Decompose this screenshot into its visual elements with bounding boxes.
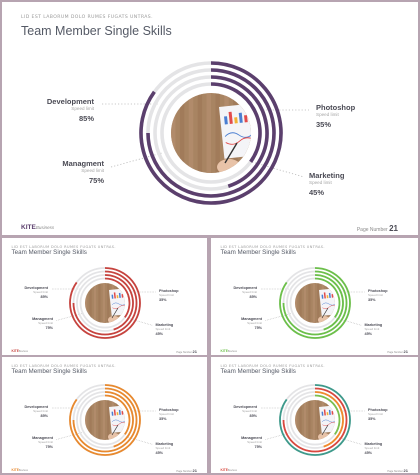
ring-arc-managment xyxy=(282,270,348,336)
connector-managment xyxy=(56,432,83,440)
skill-label-marketing: Marketing Speed limit 45% xyxy=(155,441,174,456)
skill-rings xyxy=(261,384,365,456)
kite-logo: KITEBusiness xyxy=(11,349,29,353)
ring-arc-development xyxy=(279,384,351,456)
connector-managment xyxy=(265,313,292,321)
skill-label-photoshop: Photoshop Speed limit 35% xyxy=(159,288,179,303)
desk-photo xyxy=(85,283,125,323)
skill-label-development: Development Speed limit 85% xyxy=(233,404,257,419)
slide-title: Team Member Single Skills xyxy=(11,368,87,375)
ring-arc-managment xyxy=(72,387,138,453)
kite-logo: KITEBusiness xyxy=(220,349,238,353)
ring-arc-marketing xyxy=(104,274,134,331)
skill-label-managment: Managment Speed limit 75% xyxy=(62,159,104,185)
ring-arc-photoshop xyxy=(210,82,262,163)
ring-arc-development xyxy=(69,384,141,456)
page-number: Page Number 21 xyxy=(356,224,398,233)
skill-label-development: Development Speed limit 85% xyxy=(233,285,257,300)
ring-arc-managment xyxy=(146,68,276,198)
connector-marketing xyxy=(126,436,154,445)
skill-rings xyxy=(102,61,309,205)
ring-arc-marketing xyxy=(314,274,344,331)
connector-managment xyxy=(56,313,83,321)
skill-rings xyxy=(52,267,156,339)
slide-title: Team Member Single Skills xyxy=(220,368,296,375)
skill-label-photoshop: Photoshop Speed limit 35% xyxy=(316,103,356,129)
skill-label-marketing: Marketing Speed limit 45% xyxy=(364,322,383,337)
ring-arc-photoshop xyxy=(104,277,131,318)
ring-arc-managment xyxy=(282,387,348,453)
connector-marketing xyxy=(126,317,154,326)
slide-subtitle: LID EST LABORUM DOLO RUMES FUGATS UNTRAS… xyxy=(11,363,116,368)
slide-green[interactable]: LID EST LABORUM DOLO RUMES FUGATS UNTRAS… xyxy=(211,238,418,355)
skill-label-managment: Managment Speed limit 75% xyxy=(32,435,53,450)
skill-label-photoshop: Photoshop Speed limit 35% xyxy=(368,407,388,422)
desk-photo xyxy=(171,93,251,173)
ring-arc-marketing xyxy=(314,391,344,448)
slide-red[interactable]: LID EST LABORUM DOLO RUMES FUGATS UNTRAS… xyxy=(2,238,207,355)
skill-label-marketing: Marketing Speed limit 45% xyxy=(155,322,174,337)
slide-title: Team Member Single Skills xyxy=(21,24,172,38)
page-number: Page Number 21 xyxy=(176,468,197,473)
slide-multicolor[interactable]: LID EST LABORUM DOLO RUMES FUGATS UNTRAS… xyxy=(211,357,418,473)
slide-title: Team Member Single Skills xyxy=(220,249,296,256)
slide-subtitle: LID EST LABORUM DOLO RUMES FUGATS UNTRAS… xyxy=(220,363,325,368)
skill-label-managment: Managment Speed limit 75% xyxy=(32,316,53,331)
ring-arc-marketing xyxy=(210,75,269,188)
skill-label-marketing: Marketing Speed limit 45% xyxy=(364,441,383,456)
desk-photo xyxy=(85,400,125,440)
kite-logo: KITEBusiness xyxy=(11,468,29,472)
skill-rings xyxy=(261,267,365,339)
connector-marketing xyxy=(335,317,363,326)
skill-label-marketing: Marketing Speed limit 45% xyxy=(309,171,345,197)
slide-orange[interactable]: LID EST LABORUM DOLO RUMES FUGATS UNTRAS… xyxy=(2,357,207,473)
ring-arc-photoshop xyxy=(314,394,341,435)
ring-arc-development xyxy=(279,267,351,339)
skill-label-development: Development Speed limit 85% xyxy=(24,404,48,419)
skill-label-development: Development Speed limit 85% xyxy=(24,285,48,300)
ring-arc-photoshop xyxy=(314,277,341,318)
desk-photo xyxy=(295,283,335,323)
kite-logo: KITEBusiness xyxy=(21,224,55,231)
connector-managment xyxy=(265,432,292,440)
skill-label-development: Development Speed limit 85% xyxy=(46,97,94,123)
connector-marketing xyxy=(335,436,363,445)
connector-marketing xyxy=(251,161,305,178)
ring-arc-photoshop xyxy=(104,394,131,435)
skill-label-photoshop: Photoshop Speed limit 35% xyxy=(159,407,179,422)
connector-managment xyxy=(110,152,163,168)
page-number: Page Number 21 xyxy=(387,468,408,473)
slide-subtitle: LID EST LABORUM DOLO RUMES FUGATS UNTRAS… xyxy=(21,15,153,20)
page-number: Page Number 21 xyxy=(387,349,408,354)
slide-subtitle: LID EST LABORUM DOLO RUMES FUGATS UNTRAS… xyxy=(220,244,325,249)
ring-arc-development xyxy=(139,61,283,205)
slide-title: Team Member Single Skills xyxy=(11,249,87,256)
ring-arc-marketing xyxy=(104,391,134,448)
ring-arc-development xyxy=(69,267,141,339)
kite-logo: KITEBusiness xyxy=(220,468,238,472)
skill-label-managment: Managment Speed limit 75% xyxy=(241,316,262,331)
slide-main[interactable]: LID EST LABORUM DOLO RUMES FUGATS UNTRAS… xyxy=(2,2,418,235)
skill-label-photoshop: Photoshop Speed limit 35% xyxy=(368,288,388,303)
page-number: Page Number 21 xyxy=(176,349,197,354)
desk-photo xyxy=(295,400,335,440)
ring-arc-managment xyxy=(72,270,138,336)
slide-subtitle: LID EST LABORUM DOLO RUMES FUGATS UNTRAS… xyxy=(11,244,116,249)
skill-label-managment: Managment Speed limit 75% xyxy=(241,435,262,450)
skill-rings xyxy=(52,384,156,456)
